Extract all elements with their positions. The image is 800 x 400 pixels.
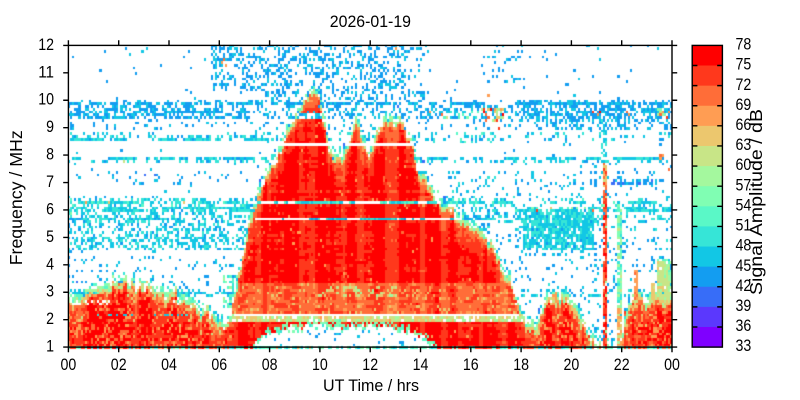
- svg-text:Frequency / MHz: Frequency / MHz: [6, 130, 26, 265]
- svg-text:78: 78: [736, 35, 752, 54]
- svg-text:18: 18: [513, 355, 529, 374]
- svg-text:22: 22: [614, 355, 630, 374]
- svg-text:20: 20: [564, 355, 580, 374]
- svg-text:42: 42: [736, 276, 752, 295]
- svg-text:16: 16: [463, 355, 479, 374]
- svg-text:12: 12: [362, 355, 378, 374]
- svg-text:2026-01-19: 2026-01-19: [330, 12, 411, 31]
- svg-text:51: 51: [736, 216, 752, 235]
- svg-text:39: 39: [736, 296, 752, 315]
- svg-text:10: 10: [312, 355, 328, 374]
- svg-text:1: 1: [46, 337, 54, 356]
- svg-text:6: 6: [46, 199, 54, 218]
- svg-text:00: 00: [664, 355, 680, 374]
- svg-text:04: 04: [161, 355, 177, 374]
- svg-text:08: 08: [262, 355, 278, 374]
- svg-text:8: 8: [46, 145, 54, 164]
- svg-text:9: 9: [46, 117, 54, 136]
- svg-text:57: 57: [736, 175, 752, 194]
- svg-text:63: 63: [736, 135, 752, 154]
- svg-text:54: 54: [736, 196, 752, 215]
- svg-text:5: 5: [46, 227, 54, 246]
- svg-text:60: 60: [736, 155, 752, 174]
- svg-text:02: 02: [111, 355, 127, 374]
- svg-text:3: 3: [46, 282, 54, 301]
- svg-text:36: 36: [736, 316, 752, 335]
- svg-text:72: 72: [736, 75, 752, 94]
- svg-text:69: 69: [736, 95, 752, 114]
- svg-text:12: 12: [38, 35, 54, 54]
- svg-text:48: 48: [736, 236, 752, 255]
- svg-text:2: 2: [46, 309, 54, 328]
- svg-text:7: 7: [46, 172, 54, 191]
- svg-text:4: 4: [46, 254, 54, 273]
- svg-text:75: 75: [736, 55, 752, 74]
- svg-text:14: 14: [413, 355, 429, 374]
- svg-text:66: 66: [736, 115, 752, 134]
- svg-text:00: 00: [61, 355, 77, 374]
- svg-text:45: 45: [736, 256, 752, 275]
- svg-text:06: 06: [211, 355, 227, 374]
- svg-text:Signal Amplitude / dB: Signal Amplitude / dB: [746, 109, 766, 295]
- svg-text:33: 33: [736, 336, 752, 355]
- svg-text:11: 11: [38, 62, 54, 81]
- svg-text:10: 10: [38, 90, 54, 109]
- svg-text:UT Time / hrs: UT Time / hrs: [323, 376, 419, 395]
